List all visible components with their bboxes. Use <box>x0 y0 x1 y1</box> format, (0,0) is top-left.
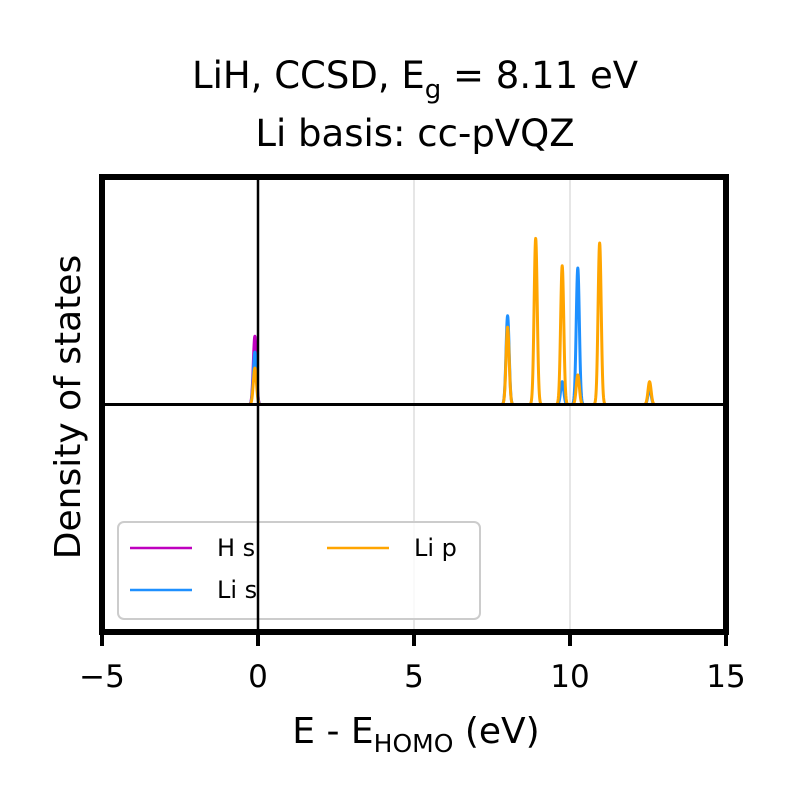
x-tick-label: −5 <box>79 659 125 695</box>
legend-items: H s Li s Li p <box>130 534 457 604</box>
legend-label: H s <box>217 534 255 562</box>
chart-title-suffix: = 8.11 eV <box>441 54 638 97</box>
x-tick-label: 5 <box>404 659 424 695</box>
chart-title-prefix: LiH, CCSD, E <box>192 54 425 97</box>
x-tick-label: 0 <box>248 659 268 695</box>
chart-title-subscript: g <box>425 75 442 105</box>
y-axis-label: Density of states <box>48 255 89 559</box>
legend-box <box>117 521 481 620</box>
x-axis-label-suffix: (eV) <box>453 711 539 752</box>
legend: H s Li s Li p <box>117 521 481 620</box>
x-axis-label: E - EHOMO (eV) <box>292 711 539 758</box>
legend-item-li-p: Li p <box>327 534 457 562</box>
legend-item-h-s: H s <box>130 534 255 562</box>
chart-title-line2: Li basis: cc-pVQZ <box>255 112 574 155</box>
x-axis-label-prefix: E - E <box>292 711 373 752</box>
chart-title-line1: LiH, CCSD, Eg = 8.11 eV <box>192 54 638 105</box>
legend-item-li-s: Li s <box>130 576 257 604</box>
x-tick-label: 10 <box>550 659 589 695</box>
reference-lines <box>102 177 726 632</box>
legend-label: Li p <box>414 534 457 562</box>
x-axis-label-subscript: HOMO <box>374 729 454 758</box>
x-axis-ticks: −5 0 5 10 15 <box>79 632 746 695</box>
x-tick-label: 15 <box>706 659 745 695</box>
legend-label: Li s <box>217 576 257 604</box>
